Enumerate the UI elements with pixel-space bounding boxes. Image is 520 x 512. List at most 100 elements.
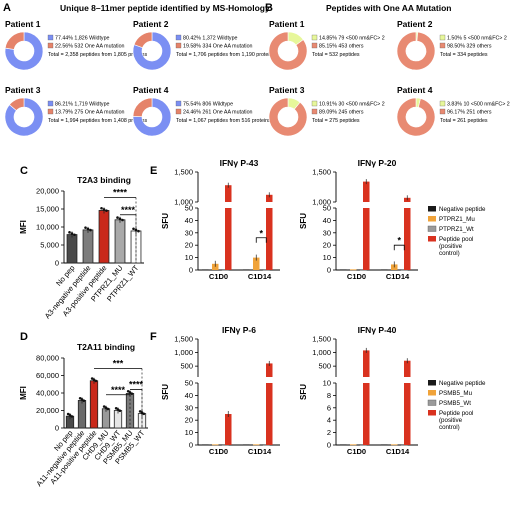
pie-slice [4,31,25,50]
y-tick-label: 1,500 [174,335,193,344]
bar [202,444,209,446]
data-point [118,217,122,221]
bar [381,269,388,271]
chart-title: T2A11 binding [77,342,135,352]
legend-swatch [175,34,182,41]
y-tick-label: 6 [327,403,331,412]
legend-swatch [428,236,436,242]
legend-swatch [175,100,182,107]
x-group-label: C1D0 [347,272,366,281]
bar [266,383,273,445]
bar [363,350,370,377]
legend-entry: 10.91% 30 <500 nm&FC> 2 [319,102,385,108]
y-tick-label: 0 [189,266,193,275]
legend-entry: (positive [439,417,463,424]
legend-swatch [428,410,436,416]
data-point [92,378,96,382]
legend-entry: PTPRZ1_Mu [439,216,475,223]
bar [266,363,273,377]
data-point [132,227,135,231]
legend-entry: Negative peptide [439,380,486,387]
y-tick-label: 10,000 [36,223,59,232]
panel-letter-a: A [3,2,11,14]
data-point [68,231,71,234]
y-tick-label: 30 [185,228,193,237]
bar [363,208,370,270]
y-tick-label: 40 [323,216,331,225]
pie-slice [4,97,44,137]
patient-title: Patient 3 [269,85,305,95]
data-point [130,392,134,395]
y-tick-label: 50 [185,204,193,213]
chart-title: IFNγ P-43 [220,158,259,168]
panel-letter-c: C [20,165,28,177]
legend-swatch [428,390,436,396]
patient-title: Patient 4 [133,85,169,95]
pie-total: Total = 261 peptides [440,118,488,124]
y-axis-label: SFU [161,384,170,400]
legend-entry: (positive [439,243,463,250]
bar [202,269,209,271]
panel-b-pies: Patient 1 14.85% 79 <500 nm&FC> 2 85.15% 4… [268,19,510,137]
legend-entry: 24.46% 261 One AA mutation [183,110,253,116]
bar [66,234,78,264]
y-axis-label: SFU [299,384,308,400]
y-tick-label: 20 [323,241,331,250]
patient-title: Patient 1 [5,19,41,29]
bar [363,383,370,445]
y-tick-label: 0 [189,441,193,450]
bar [350,269,357,271]
y-tick-label: 40 [185,391,193,400]
bar [340,444,347,446]
y-tick-label: 1,000 [174,198,193,207]
pie-slice [9,97,25,111]
legend-swatch [47,100,54,107]
y-tick-label: 50 [185,379,193,388]
pie-slice [268,97,308,137]
pie-slice [132,97,153,117]
y-tick-label: 60,000 [36,371,59,380]
bar [225,414,232,445]
bar [114,219,126,264]
patient-title: Patient 3 [5,85,41,95]
data-point [94,379,98,383]
y-tick-label: 1,500 [312,335,331,344]
bar [404,208,411,270]
legend-swatch [428,380,436,386]
chart-ifng-p43: IFNγ P-43 0 10 20 30 40 501,000 1,500 SFU C1D0 C1D… [161,158,280,281]
significance-stars: **** [121,205,136,215]
bar [350,444,357,446]
x-group-label: C1D0 [209,272,228,281]
pie-total: Total = 334 peptides [440,52,488,58]
panel-a-title: Unique 8–11mer peptide identified by MS-… [60,3,270,13]
panel-a-pies: Patient 1 77.44% 1,826 Wildtype 22.56% 532… [4,19,275,137]
legend-swatch [427,225,437,232]
legend-swatch [175,108,182,115]
legend-swatch [428,206,436,212]
significance-stars: **** [129,380,144,390]
data-point [116,216,119,219]
pie-total: Total = 532 peptides [312,52,360,58]
y-tick-label: 15,000 [36,205,59,214]
y-tick-label: 80,000 [36,354,59,363]
pie-total: Total = 1,994 peptides from 1,408 protei… [48,118,147,124]
legend-entry: 96.17% 251 others [447,110,492,116]
legend-entry: 13.79% 275 One AA mutation [55,110,125,116]
y-axis-label: SFU [161,213,170,229]
y-tick-label: 1,000 [312,198,331,207]
y-tick-label: 20,000 [36,406,59,415]
legend-entry: 19.58% 334 One AA mutation [183,44,253,50]
data-point [86,227,90,231]
y-tick-label: 30 [185,403,193,412]
legend-swatch [439,34,446,41]
chart-t2a3-binding: T2A3 binding05,00010,00015,00020,000MFIN… [19,175,144,320]
y-tick-label: 0 [55,259,59,268]
y-tick-label: 2 [327,428,331,437]
chart-title: T2A3 binding [77,175,131,185]
data-point [90,377,94,380]
x-group-label: C1D0 [347,447,366,456]
pie-slice [132,31,172,71]
bar [212,444,219,446]
bar [82,229,94,264]
